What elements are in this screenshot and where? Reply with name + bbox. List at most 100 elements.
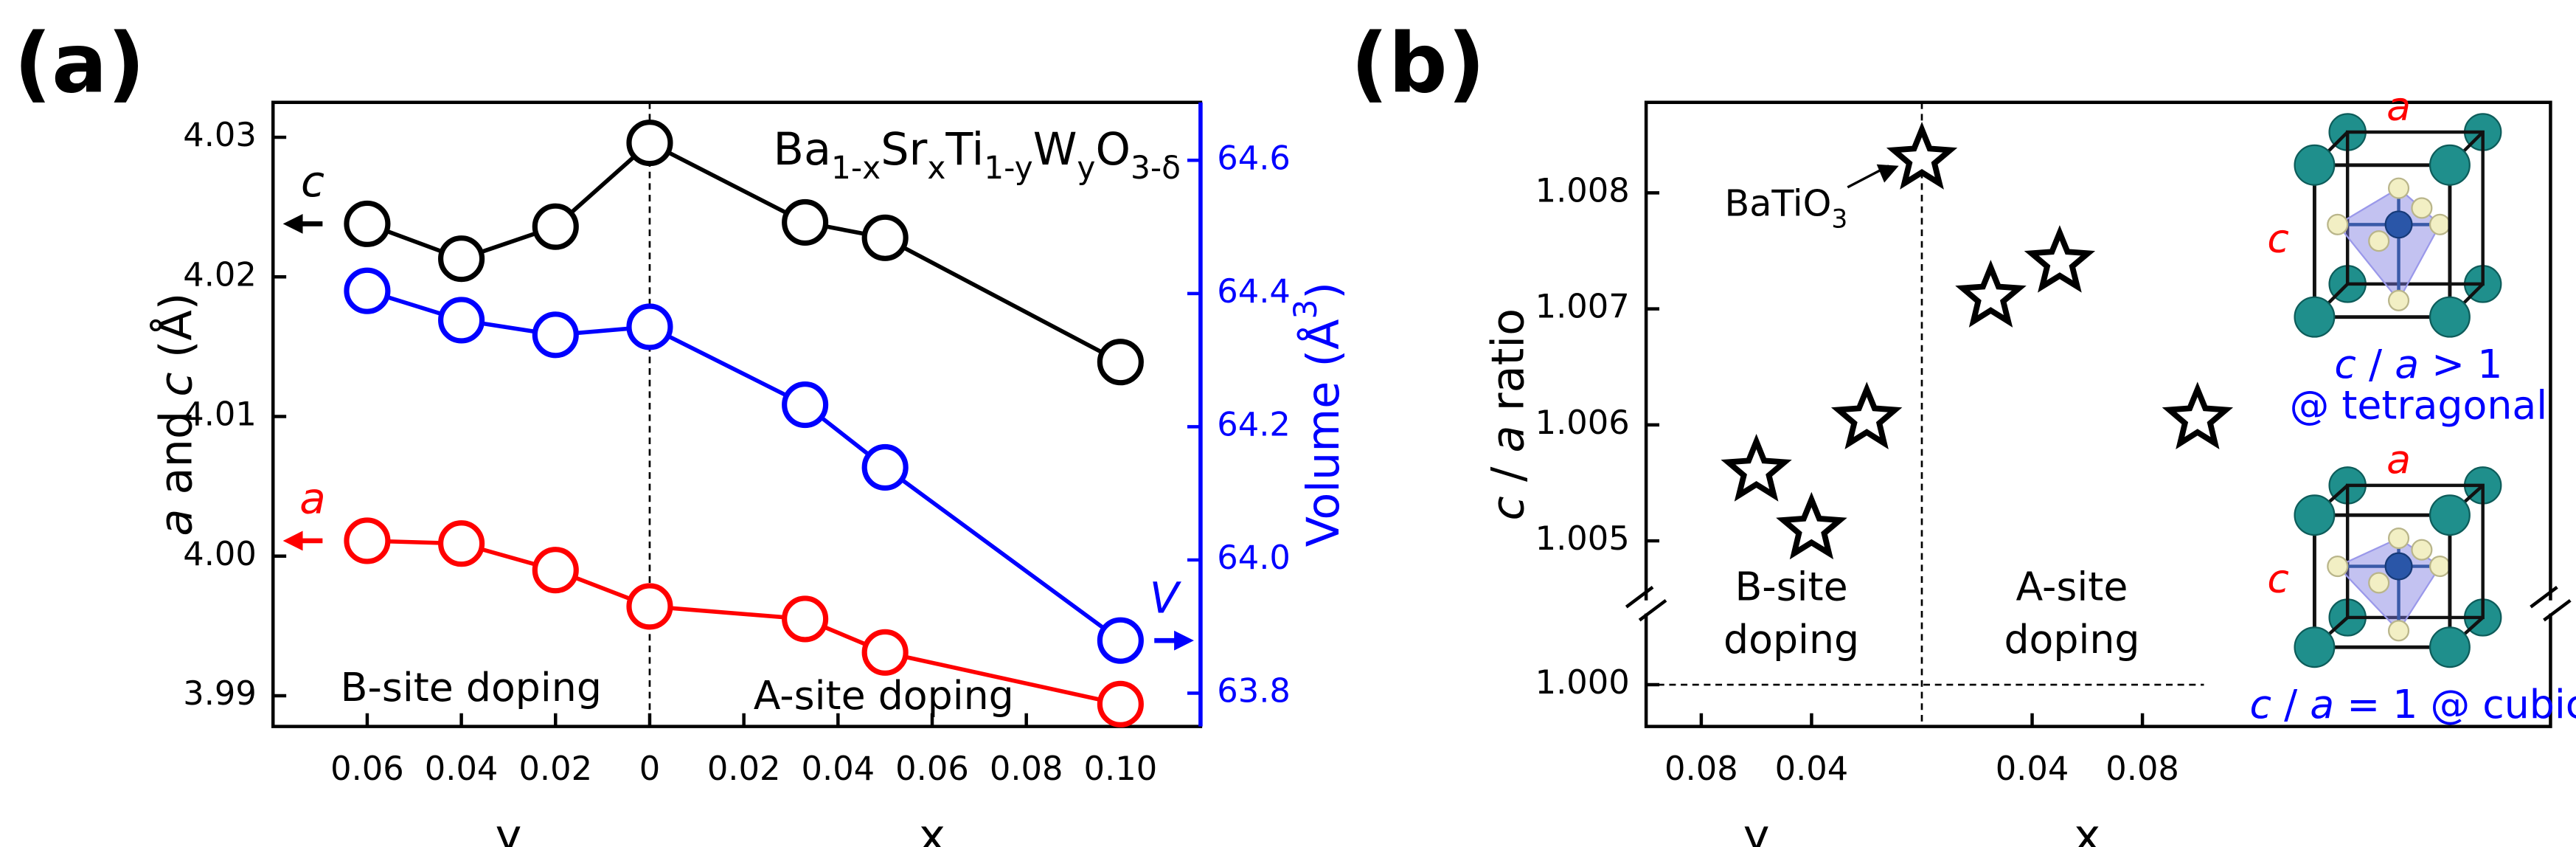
text-part: BaTiO — [1724, 182, 1831, 224]
text-part: ) — [1298, 282, 1350, 300]
text-part: Ti — [945, 123, 984, 175]
data-point — [782, 595, 829, 643]
x-tick-label: 0.04 — [1996, 749, 2069, 788]
series-label: c — [301, 156, 324, 207]
text-part: / — [2356, 340, 2395, 387]
y-tick-label: 1.000 — [1535, 663, 1630, 702]
x-tick-label: 0 — [639, 749, 660, 788]
data-point — [344, 200, 391, 247]
formula: Ba1-xSrxTi1-yWyO3-δ — [774, 123, 1181, 185]
data-point — [1955, 260, 2027, 328]
data-point — [1886, 122, 1958, 190]
atom-ti — [2384, 552, 2413, 581]
data-point — [344, 517, 391, 564]
crystal-structure — [2294, 113, 2502, 338]
text-part: c — [2334, 340, 2356, 387]
x-tick-label: 0.06 — [330, 749, 404, 788]
inset-caption: c / a > 1 — [2334, 340, 2502, 387]
lattice-label: c — [2267, 555, 2289, 601]
y-axis-label: a and c (Å) — [150, 293, 202, 536]
text-part: (Å) — [150, 293, 202, 373]
x-tick-label: 0.02 — [518, 749, 592, 788]
annotation: A-site doping — [754, 672, 1014, 719]
x-tick-label: 0.08 — [1664, 749, 1738, 788]
y2-tick-label: 64.4 — [1217, 272, 1291, 311]
text-part: @ tetragonal — [2290, 381, 2548, 428]
axis-break — [1638, 598, 1667, 622]
x-tick-label: 0.02 — [707, 749, 781, 788]
region-label: doping — [2004, 616, 2139, 663]
data-point — [532, 203, 579, 250]
data-point — [438, 235, 485, 283]
atom-o — [2388, 177, 2410, 199]
text-part: c — [2249, 680, 2271, 727]
text-part: 3 — [1831, 204, 1847, 234]
y-tick-label: 4.01 — [183, 395, 257, 434]
x-tick-label: 0.04 — [802, 749, 875, 788]
data-point — [782, 381, 829, 429]
arrow-head — [282, 213, 303, 234]
y-tick-label: 1.006 — [1535, 403, 1630, 442]
plot-frame — [1644, 100, 2552, 728]
text-part: Sr — [881, 123, 927, 175]
data-point — [438, 297, 485, 344]
plot-frame — [271, 100, 1203, 728]
atom-o — [2411, 539, 2433, 561]
data-point — [1830, 381, 1903, 450]
data-point — [1097, 680, 1144, 727]
axis-break-gap — [2530, 600, 2571, 614]
data-point — [532, 311, 579, 359]
data-point — [782, 198, 829, 246]
atom-o — [2327, 556, 2349, 578]
atom-o — [2388, 289, 2410, 311]
lattice-label: a — [2386, 436, 2411, 483]
data-point — [861, 443, 909, 491]
data-point — [1097, 617, 1144, 664]
data-point — [1721, 433, 1792, 502]
series-line — [367, 288, 1122, 643]
text-part: / — [2271, 680, 2310, 727]
crystal-structure — [2294, 466, 2502, 668]
data-point — [1097, 339, 1144, 386]
lattice-label: a — [2386, 83, 2411, 129]
data-point — [532, 547, 579, 594]
arrow-head — [1174, 630, 1194, 651]
text-part: > 1 — [2419, 340, 2502, 387]
text-part: a — [1482, 425, 1534, 452]
x-tick-label: 0.04 — [425, 749, 499, 788]
y-tick-label: 1.005 — [1535, 519, 1630, 558]
atom-o — [2368, 572, 2390, 594]
data-point — [1776, 491, 1847, 560]
text-part: 3 — [1288, 300, 1324, 319]
text-part: = 1 @ cubic — [2334, 680, 2576, 727]
lattice-label: c — [2267, 215, 2289, 261]
axis-break — [2543, 598, 2572, 622]
axis-break — [1625, 586, 1654, 609]
atom-o — [2327, 213, 2349, 235]
y2-tick-label: 64.2 — [1217, 404, 1291, 443]
x-axis-label: x — [2074, 810, 2100, 847]
text-part: a — [150, 509, 202, 536]
x-tick-label: 0.10 — [1084, 749, 1158, 788]
y2-tick-label: 63.8 — [1217, 671, 1291, 711]
x-axis-label: x — [919, 810, 945, 847]
axis-break — [2530, 586, 2558, 609]
text-part: / — [1482, 452, 1534, 496]
annotation: B-site doping — [341, 664, 602, 711]
region-label: A-site — [2016, 564, 2128, 610]
atom-ba — [2429, 626, 2471, 668]
y-tick-label: 4.02 — [183, 255, 257, 294]
text-part: a — [2310, 680, 2334, 727]
data-point — [626, 303, 673, 350]
x-axis-label: y — [1743, 810, 1770, 847]
data-point — [861, 214, 909, 261]
panel-title: (b) — [1351, 16, 1485, 112]
data-point — [344, 267, 391, 314]
atom-o — [2388, 620, 2410, 642]
y2-tick-label: 64.6 — [1217, 138, 1291, 177]
data-point — [438, 520, 485, 567]
text-part: Ba — [774, 123, 831, 175]
x-tick-label: 0.04 — [1775, 749, 1849, 788]
text-part: O — [1095, 123, 1131, 175]
